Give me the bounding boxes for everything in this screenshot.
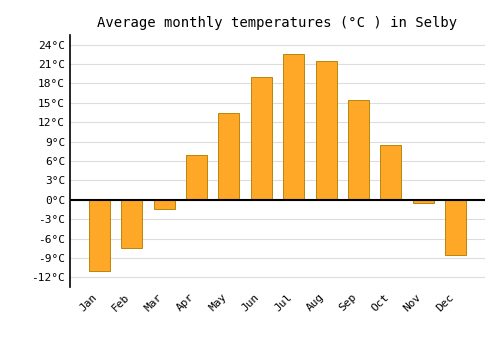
Bar [186,155,207,200]
Bar [251,77,272,200]
Bar [380,145,402,200]
Bar [412,200,434,203]
Bar [218,113,240,200]
Bar [121,200,142,248]
Bar [445,200,466,255]
Bar [316,61,336,200]
Bar [154,200,174,209]
Bar [283,54,304,200]
Bar [348,100,369,200]
Bar [89,200,110,271]
Title: Average monthly temperatures (°C ) in Selby: Average monthly temperatures (°C ) in Se… [98,16,458,30]
